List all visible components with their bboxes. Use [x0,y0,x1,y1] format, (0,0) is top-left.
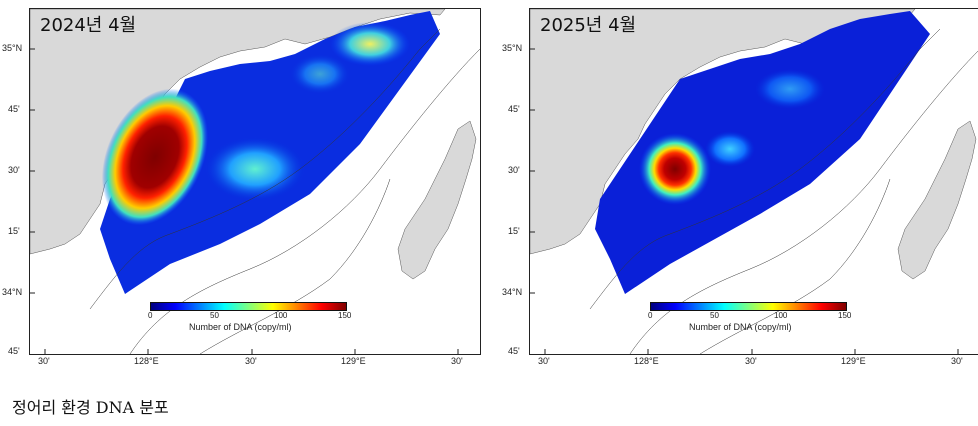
lon-label: 30' [245,356,257,366]
lat-label: 45' [508,104,520,114]
lon-label: 30' [451,356,463,366]
panel-title: 2025년 4월 [540,15,637,36]
colorbar-tick: 0 [648,311,653,320]
lat-label: 45' [508,346,520,356]
depth-contour [89,28,441,310]
colorbar-tick: 50 [710,311,719,320]
depth-contour [199,178,391,354]
lat-label: 30' [508,165,520,175]
depth-contour [589,28,941,310]
colorbar-label: Number of DNA (copy/ml) [189,322,292,332]
lon-label: 30' [38,356,50,366]
panel-title: 2024년 4월 [40,15,137,36]
lat-label: 15' [8,226,20,236]
colorbar-tick: 100 [274,311,288,320]
colorbar-tick: 150 [338,311,352,320]
land-tsushima [397,120,477,280]
lat-label: 35°N [502,43,523,53]
lat-label: 15' [508,226,520,236]
figure-caption: 정어리 환경 DNA 분포 [12,398,169,417]
lat-label: 45' [8,104,20,114]
lat-label: 45' [8,346,20,356]
edna-field-2025 [595,11,930,294]
lat-label: 30' [8,165,20,175]
map-panel-2025: 2025년 4월 [529,8,978,355]
lat-label: 34°N [2,287,23,297]
edna-hotspot-2025 [639,133,711,205]
depth-contour [699,178,891,354]
edna-cyan-patch-2 [755,69,825,109]
edna-yellow-patch [330,22,410,66]
lon-label: 128°E [134,356,159,366]
edna-cyan-patch [205,137,305,201]
map-panel-2024: 2024년 4월 [29,8,481,355]
frame-ticks [30,48,459,354]
colorbar [650,302,847,311]
lon-label: 30' [951,356,963,366]
lat-label: 34°N [502,287,523,297]
land-tsushima [897,120,977,280]
colorbar [150,302,347,311]
colorbar-tick: 150 [838,311,852,320]
lon-label: 30' [745,356,757,366]
colorbar-tick: 0 [148,311,153,320]
lon-label: 128°E [634,356,659,366]
edna-cyan-patch-2 [290,54,350,94]
lon-label: 129°E [841,356,866,366]
map-2024 [30,9,480,354]
lon-label: 30' [538,356,550,366]
lon-label: 129°E [341,356,366,366]
edna-hotspot-2024 [101,88,209,226]
lat-label: 35°N [2,43,23,53]
colorbar-tick: 50 [210,311,219,320]
colorbar-label: Number of DNA (copy/ml) [689,322,792,332]
map-2025 [530,9,978,354]
edna-cyan-patch [705,131,755,167]
colorbar-tick: 100 [774,311,788,320]
frame-ticks [530,48,959,354]
